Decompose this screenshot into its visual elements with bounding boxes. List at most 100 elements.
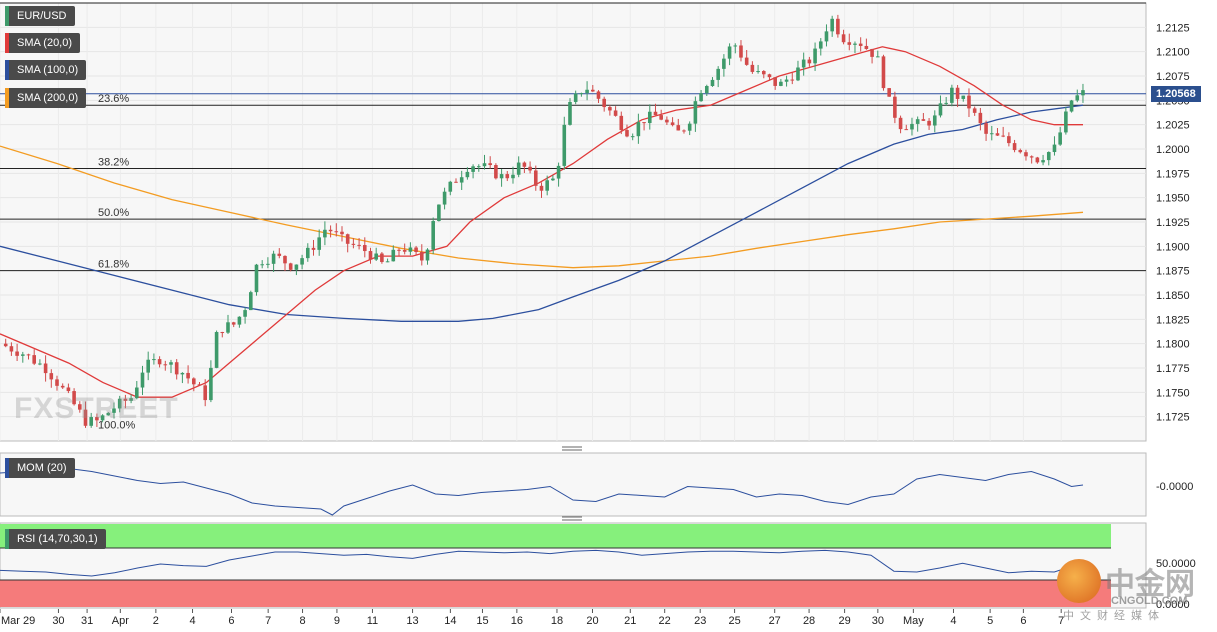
candle-body bbox=[499, 174, 504, 179]
candle-body bbox=[938, 103, 943, 116]
candle-body bbox=[1007, 136, 1011, 144]
candle-body bbox=[380, 253, 384, 263]
candle-body bbox=[522, 162, 527, 167]
candle-body bbox=[340, 231, 344, 235]
candle-body bbox=[328, 229, 333, 232]
candle-body bbox=[214, 332, 219, 368]
panel-splitter-2[interactable] bbox=[562, 516, 582, 521]
candle-body bbox=[847, 42, 852, 45]
sma20-badge[interactable]: SMA (20,0) bbox=[5, 33, 81, 53]
candle-body bbox=[676, 125, 681, 131]
symbol-badge[interactable]: EUR/USD bbox=[5, 6, 75, 26]
candle-body bbox=[887, 88, 891, 97]
candle-body bbox=[545, 180, 549, 191]
candle-body bbox=[733, 45, 738, 47]
candle-body bbox=[516, 162, 521, 175]
candle-body bbox=[767, 74, 772, 78]
mom-badge[interactable]: MOM (20) bbox=[5, 458, 75, 478]
candle-body bbox=[454, 181, 458, 183]
candle-body bbox=[1035, 157, 1040, 163]
candle-body bbox=[163, 364, 168, 366]
candle-body bbox=[636, 122, 641, 137]
candle-body bbox=[311, 247, 316, 250]
candle-body bbox=[932, 115, 937, 126]
price-tick-label: 1.1850 bbox=[1156, 290, 1190, 302]
sma20-label: SMA (20,0) bbox=[17, 37, 73, 49]
candle-body bbox=[613, 110, 618, 116]
candle-body bbox=[539, 185, 544, 191]
candle-body bbox=[870, 48, 874, 57]
mom-line bbox=[0, 467, 1084, 516]
date-axis: Mar 29 30 31 Apr 2 4 6 7 8 9 11 13 14 15 16 18 20 21 22 23 2… bbox=[0, 609, 1064, 627]
date-label: 11 bbox=[367, 615, 378, 627]
panel-splitter-1[interactable] bbox=[562, 446, 582, 451]
logo-sub-text: 中文财经媒体 bbox=[1063, 609, 1165, 622]
main-grid bbox=[0, 3, 1146, 441]
sma100-line bbox=[0, 104, 1084, 322]
price-tick-label: 1.1875 bbox=[1156, 266, 1190, 278]
sma200-badge[interactable]: SMA (200,0) bbox=[5, 88, 87, 108]
candle-body bbox=[1001, 135, 1005, 137]
candle-body bbox=[710, 79, 715, 87]
candle-body bbox=[893, 96, 897, 118]
candle-body bbox=[459, 177, 464, 183]
cngold-logo: 中金网 CNGOLD.COM 中文财经媒体 bbox=[1055, 555, 1215, 629]
candle-body bbox=[89, 417, 93, 426]
mom-label: MOM (20) bbox=[17, 462, 67, 474]
date-label: 2 bbox=[153, 615, 159, 627]
fib-levels: 23.6% 38.2% 50.0% 61.8% 100.0% bbox=[0, 2, 1146, 431]
candle-body bbox=[961, 95, 966, 99]
candle-body bbox=[1081, 90, 1085, 96]
candle-body bbox=[20, 354, 25, 356]
candle-body bbox=[511, 174, 515, 179]
candle-body bbox=[106, 412, 111, 416]
candle-body bbox=[55, 379, 59, 386]
rsi-badge[interactable]: RSI (14,70,30,1) bbox=[5, 529, 106, 549]
candle-body bbox=[1064, 111, 1068, 133]
mom-path bbox=[0, 467, 1084, 516]
candle-body bbox=[83, 409, 88, 426]
sma100-badge[interactable]: SMA (100,0) bbox=[5, 60, 87, 80]
candle-body bbox=[425, 249, 430, 261]
candle-body bbox=[528, 166, 532, 171]
candle-body bbox=[66, 387, 71, 392]
candle-body bbox=[180, 372, 185, 375]
candle-body bbox=[283, 255, 287, 264]
fib-label: 23.6% bbox=[98, 93, 129, 105]
date-label: 4 bbox=[950, 615, 956, 627]
candle-body bbox=[927, 120, 931, 126]
date-label: 7 bbox=[265, 615, 271, 627]
date-label: May bbox=[903, 615, 924, 627]
candle-body bbox=[357, 244, 361, 246]
date-label: 15 bbox=[476, 615, 488, 627]
candle-body bbox=[123, 398, 128, 401]
candle-body bbox=[60, 385, 65, 388]
candle-body bbox=[408, 247, 413, 252]
candle-body bbox=[134, 387, 139, 399]
candle-body bbox=[761, 71, 766, 75]
candle-body bbox=[841, 34, 846, 43]
candle-body bbox=[482, 163, 487, 167]
candle-body bbox=[254, 264, 259, 293]
candle-body bbox=[1052, 144, 1057, 153]
candle-body bbox=[397, 249, 401, 251]
candles bbox=[3, 14, 1085, 428]
candle-body bbox=[807, 59, 812, 64]
symbol-label: EUR/USD bbox=[17, 10, 67, 22]
price-tick-label: 1.1925 bbox=[1156, 217, 1190, 229]
price-tick-label: 1.1900 bbox=[1156, 241, 1190, 253]
candle-body bbox=[140, 372, 145, 388]
candle-body bbox=[49, 373, 54, 380]
rsi-tick-50: 50.0000 bbox=[1156, 558, 1196, 570]
candle-body bbox=[220, 332, 225, 334]
candle-body bbox=[191, 378, 196, 385]
sma200-label: SMA (200,0) bbox=[17, 92, 79, 104]
candle-body bbox=[568, 101, 572, 125]
candle-body bbox=[152, 359, 156, 361]
candle-body bbox=[608, 107, 612, 111]
candle-body bbox=[590, 89, 595, 92]
date-label: 5 bbox=[987, 615, 993, 627]
candle-body bbox=[505, 174, 510, 179]
date-label: 6 bbox=[228, 615, 234, 627]
